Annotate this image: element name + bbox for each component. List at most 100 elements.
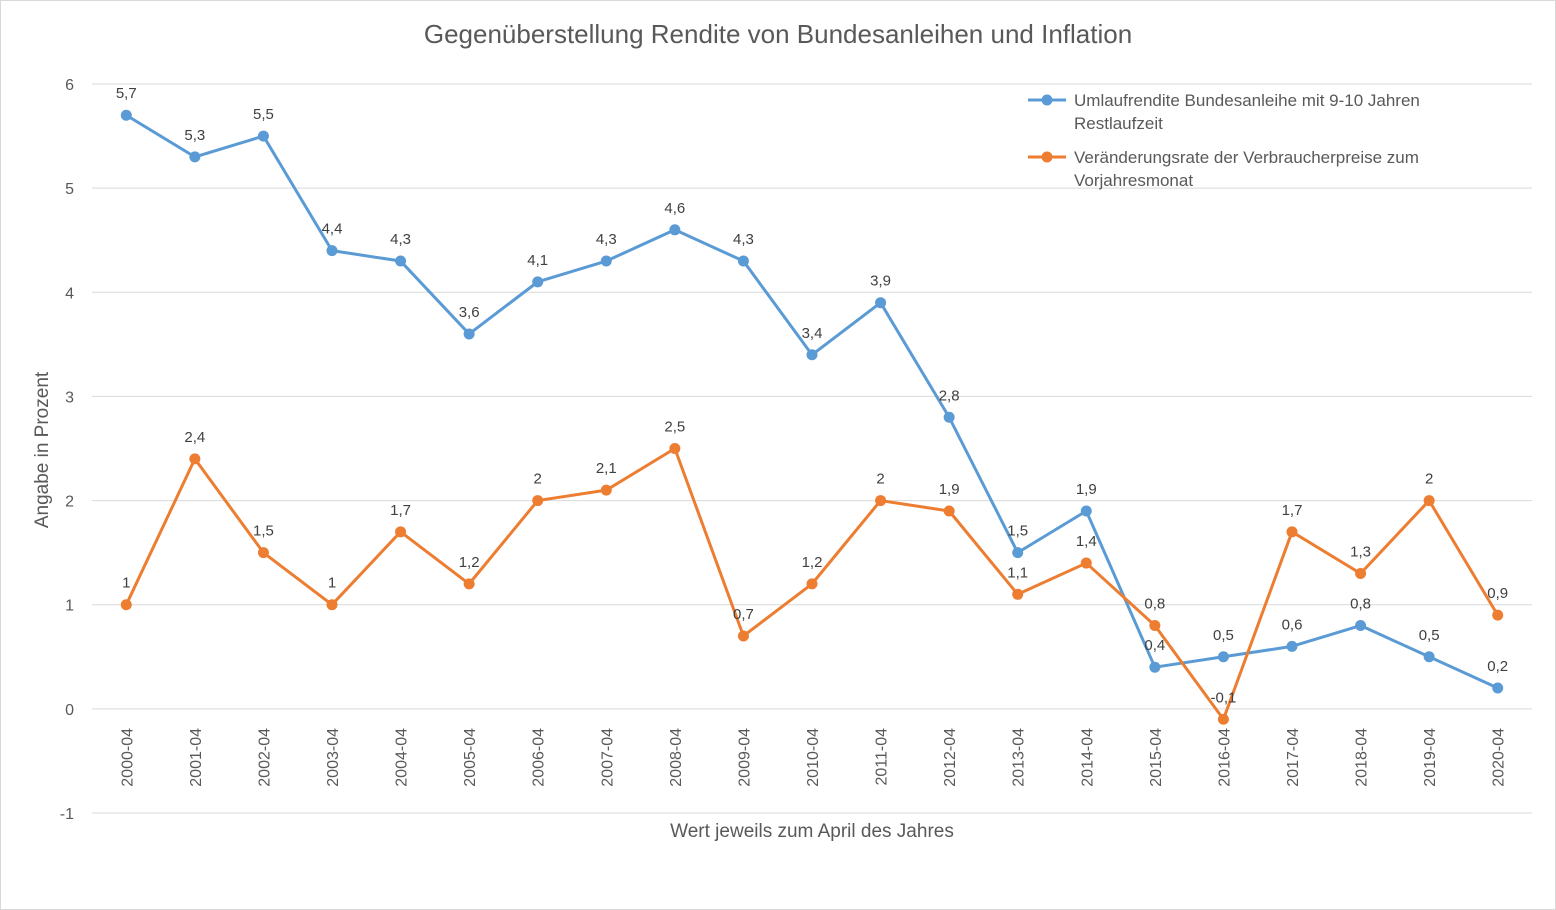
data-label: 5,7 xyxy=(116,85,137,102)
data-label: 1 xyxy=(328,575,336,592)
data-label: 5,5 xyxy=(253,106,274,123)
data-point xyxy=(1355,620,1367,632)
y-tick-label: 4 xyxy=(65,285,74,302)
legend-label: Veränderungsrate der Verbraucherpreise z… xyxy=(1074,148,1419,167)
data-point xyxy=(875,495,887,507)
data-label: 0,4 xyxy=(1144,637,1165,654)
x-tick-label: 2015-04 xyxy=(1148,728,1165,787)
legend-label: Vorjahresmonat xyxy=(1074,171,1193,190)
data-label: 3,9 xyxy=(870,273,891,290)
x-tick-label: 2002-04 xyxy=(256,728,273,787)
data-point xyxy=(189,151,201,163)
y-tick-label: 3 xyxy=(65,389,74,406)
data-label: 0,8 xyxy=(1144,596,1165,613)
data-point xyxy=(1149,620,1161,632)
data-point xyxy=(532,495,544,507)
data-point xyxy=(1080,505,1092,517)
data-label: 1,5 xyxy=(1007,523,1028,540)
x-tick-label: 2005-04 xyxy=(462,728,479,787)
data-point xyxy=(1217,651,1229,663)
data-point xyxy=(1286,526,1298,538)
y-axis-title: Angabe in Prozent xyxy=(32,371,53,528)
data-point xyxy=(600,255,612,267)
data-label: 2 xyxy=(534,471,542,488)
data-point xyxy=(120,599,132,611)
data-point xyxy=(1492,609,1504,621)
data-label: 2,4 xyxy=(184,429,205,446)
legend-label: Umlaufrendite Bundesanleihe mit 9-10 Jah… xyxy=(1074,91,1420,110)
data-label: 5,3 xyxy=(184,127,205,144)
data-point xyxy=(669,224,681,236)
data-label: 1,9 xyxy=(939,481,960,498)
x-tick-label: 2014-04 xyxy=(1079,728,1096,787)
data-point xyxy=(463,578,475,590)
data-point xyxy=(737,630,749,642)
y-tick-label: -1 xyxy=(60,806,74,823)
data-label: 1,9 xyxy=(1076,481,1097,498)
x-tick-label: 2017-04 xyxy=(1285,728,1302,787)
data-label: 1,2 xyxy=(459,554,480,571)
data-label: 1,2 xyxy=(802,554,823,571)
data-point xyxy=(326,599,338,611)
data-point xyxy=(463,328,475,340)
data-label: 3,6 xyxy=(459,304,480,321)
legend: Umlaufrendite Bundesanleihe mit 9-10 Jah… xyxy=(1028,91,1420,190)
data-point xyxy=(532,276,544,288)
data-label: 0,8 xyxy=(1350,596,1371,613)
x-tick-label: 2006-04 xyxy=(531,728,548,787)
y-tick-label: 1 xyxy=(65,598,74,615)
data-point xyxy=(189,453,201,465)
data-label: 0,2 xyxy=(1487,658,1508,675)
data-point xyxy=(737,255,749,267)
data-point xyxy=(1492,682,1504,694)
data-point xyxy=(1423,651,1435,663)
x-tick-label: 2004-04 xyxy=(394,728,411,787)
data-point xyxy=(1080,557,1092,569)
data-label: 2,1 xyxy=(596,460,617,477)
data-label: 1,4 xyxy=(1076,533,1097,550)
data-label: 2,5 xyxy=(664,419,685,436)
data-label: 1,5 xyxy=(253,523,274,540)
data-label: 0,9 xyxy=(1487,585,1508,602)
x-tick-label: 2012-04 xyxy=(942,728,959,787)
x-tick-label: 2009-04 xyxy=(736,728,753,787)
data-point xyxy=(806,349,818,361)
data-label: 0,5 xyxy=(1419,627,1440,644)
legend-item-1: Umlaufrendite Bundesanleihe mit 9-10 Jah… xyxy=(1028,91,1420,133)
data-point xyxy=(600,484,612,496)
x-tick-label: 2013-04 xyxy=(1011,728,1028,787)
data-label: 4,3 xyxy=(596,231,617,248)
x-tick-label: 2007-04 xyxy=(599,728,616,787)
x-tick-label: 2000-04 xyxy=(119,728,136,787)
data-label: 1,1 xyxy=(1007,564,1028,581)
data-label: 4,1 xyxy=(527,252,548,269)
data-label: 1,7 xyxy=(390,502,411,519)
chart-title: Gegenüberstellung Rendite von Bundesanle… xyxy=(424,19,1132,49)
data-label: 4,3 xyxy=(733,231,754,248)
series-1: 5,7 5,3 5,5 4,4 4,3 3,6 4,1 4,3 4,6 4,3 3,4 3,9 2,8 1… xyxy=(116,85,1508,694)
series-layer: 5,7 5,3 5,5 4,4 4,3 3,6 4,1 4,3 4,6 4,3 3,4 3,9 2,8 1… xyxy=(116,85,1508,725)
gridlines xyxy=(92,83,1532,814)
data-label: -0,1 xyxy=(1210,689,1236,706)
series-2: 1 2,4 1,5 1 1,7 1,2 2 2,1 2,5 0,7 1,2 2 1,9 1,1 1,4 0,8… xyxy=(120,419,1508,725)
y-tick-label: 6 xyxy=(65,77,74,94)
data-point xyxy=(1355,567,1367,579)
x-tick-label: 2001-04 xyxy=(188,728,205,787)
data-point xyxy=(1012,588,1024,600)
data-label: 1 xyxy=(122,575,130,592)
x-axis-ticks: 2000-04 2001-04 2002-04 2003-04 2004-04 2005-… xyxy=(119,728,1507,787)
data-label: 0,5 xyxy=(1213,627,1234,644)
data-point xyxy=(395,255,407,267)
x-tick-label: 2008-04 xyxy=(668,728,685,787)
x-tick-label: 2018-04 xyxy=(1354,728,1371,787)
data-label: 0,6 xyxy=(1282,616,1303,633)
y-tick-label: 2 xyxy=(65,494,74,511)
y-tick-label: 0 xyxy=(65,702,74,719)
data-point xyxy=(1149,661,1161,673)
data-point xyxy=(1286,640,1298,652)
x-tick-label: 2011-04 xyxy=(874,728,891,786)
data-label: 2 xyxy=(1425,471,1433,488)
data-point xyxy=(257,547,269,559)
legend-swatch-marker xyxy=(1041,151,1053,163)
